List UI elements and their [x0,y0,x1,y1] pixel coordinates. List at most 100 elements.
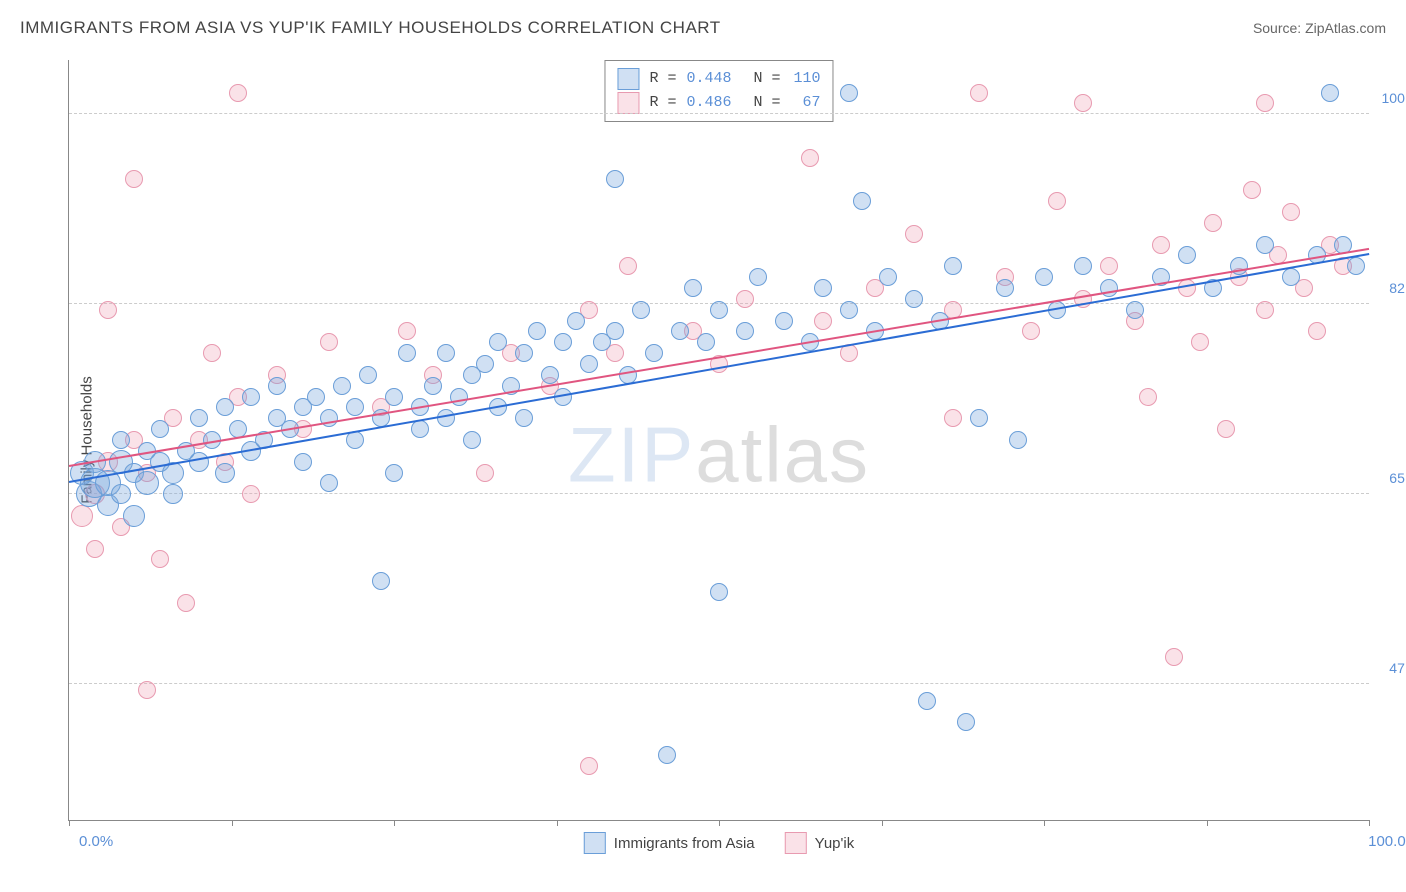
scatter-point [424,377,442,395]
scatter-point [1256,236,1274,254]
scatter-point [138,681,156,699]
scatter-point [879,268,897,286]
watermark-part1: ZIP [568,411,695,499]
scatter-point [1347,257,1365,275]
scatter-point [996,279,1014,297]
scatter-point [944,257,962,275]
scatter-point [1178,246,1196,264]
scatter-point [697,333,715,351]
scatter-point [1048,192,1066,210]
legend-swatch [584,832,606,854]
scatter-point [580,757,598,775]
scatter-point [541,366,559,384]
legend-r-value: 0.486 [686,91,731,115]
scatter-point [203,344,221,362]
legend-n-value: 110 [791,67,821,91]
x-axis-min-label: 0.0% [79,833,113,850]
scatter-point [151,550,169,568]
scatter-point [684,279,702,297]
scatter-point [1308,322,1326,340]
scatter-point [215,463,235,483]
scatter-point [1152,236,1170,254]
chart-title: IMMIGRANTS FROM ASIA VS YUP'IK FAMILY HO… [20,18,721,38]
scatter-point [658,746,676,764]
scatter-point [1139,388,1157,406]
scatter-point [320,474,338,492]
scatter-point [1191,333,1209,351]
scatter-point [398,322,416,340]
scatter-point [1256,94,1274,112]
scatter-point [1243,181,1261,199]
scatter-point [671,322,689,340]
x-tick [69,820,70,826]
scatter-point [905,225,923,243]
grid-line [69,683,1369,684]
scatter-point [437,409,455,427]
scatter-point [346,398,364,416]
scatter-point [385,388,403,406]
scatter-point [710,301,728,319]
y-tick-label: 100.0% [1374,90,1406,106]
legend-r-value: 0.448 [686,67,731,91]
scatter-point [320,333,338,351]
scatter-point [528,322,546,340]
scatter-point [1204,214,1222,232]
scatter-point [216,398,234,416]
scatter-point [125,170,143,188]
scatter-point [359,366,377,384]
legend-swatch [617,68,639,90]
legend-n-value: 67 [791,91,821,115]
x-tick [1369,820,1370,826]
x-tick [719,820,720,826]
scatter-point [111,484,131,504]
scatter-point [190,409,208,427]
scatter-point [1282,203,1300,221]
legend-n-label: N = [754,91,781,115]
legend-correlation-row: R =0.486N =67 [617,91,820,115]
scatter-point [307,388,325,406]
plot-area: ZIPatlas R =0.448N =110R =0.486N =67 0.0… [68,60,1369,821]
grid-line [69,113,1369,114]
scatter-point [135,471,159,495]
scatter-point [554,333,572,351]
scatter-point [1256,301,1274,319]
scatter-point [437,344,455,362]
scatter-point [398,344,416,362]
x-tick [882,820,883,826]
scatter-point [645,344,663,362]
scatter-point [1126,301,1144,319]
scatter-point [242,485,260,503]
legend-n-label: N = [754,67,781,91]
grid-line [69,493,1369,494]
scatter-point [619,257,637,275]
scatter-point [476,355,494,373]
scatter-point [749,268,767,286]
scatter-point [189,452,209,472]
x-tick [557,820,558,826]
scatter-point [177,594,195,612]
scatter-point [268,377,286,395]
scatter-point [1074,94,1092,112]
y-tick-label: 65.0% [1374,470,1406,486]
scatter-point [163,484,183,504]
chart-wrapper: Family Households ZIPatlas R =0.448N =11… [48,60,1388,820]
scatter-point [736,322,754,340]
scatter-point [606,322,624,340]
legend-swatch [785,832,807,854]
scatter-point [229,84,247,102]
legend-correlation-row: R =0.448N =110 [617,67,820,91]
source-attribution: Source: ZipAtlas.com [1253,20,1386,36]
x-tick [232,820,233,826]
scatter-point [294,453,312,471]
scatter-point [411,420,429,438]
scatter-point [515,409,533,427]
scatter-point [970,409,988,427]
scatter-point [489,333,507,351]
legend-series-item: Immigrants from Asia [584,832,755,854]
scatter-point [944,409,962,427]
scatter-point [1165,648,1183,666]
x-tick [394,820,395,826]
watermark: ZIPatlas [568,410,870,501]
scatter-point [1035,268,1053,286]
scatter-point [710,583,728,601]
